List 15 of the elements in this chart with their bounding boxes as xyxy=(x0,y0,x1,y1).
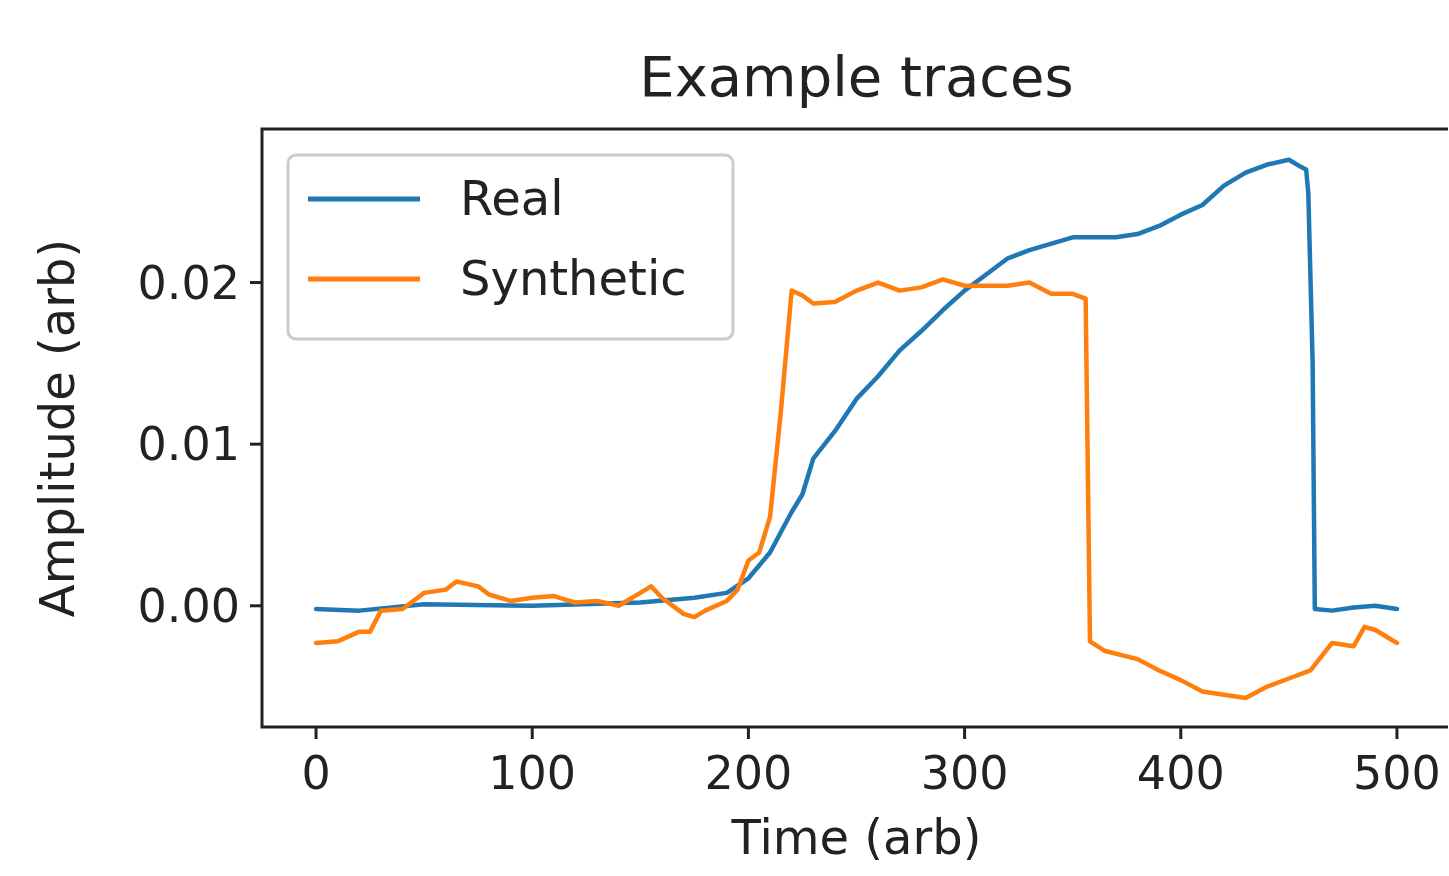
legend-label: Synthetic xyxy=(460,250,687,306)
x-tick-label: 0 xyxy=(301,746,331,800)
legend-label: Real xyxy=(460,170,564,226)
y-tick-label: 0.00 xyxy=(137,578,240,633)
x-tick-label: 200 xyxy=(704,746,793,800)
y-axis-title: Amplitude (arb) xyxy=(29,238,85,618)
y-tick-label: 0.02 xyxy=(137,255,240,310)
x-tick-label: 400 xyxy=(1136,746,1225,800)
x-tick-label: 300 xyxy=(920,746,1009,800)
x-tick-label: 100 xyxy=(488,746,577,800)
x-axis-title: Time (arb) xyxy=(730,809,982,865)
chart-title: Example traces xyxy=(639,44,1074,109)
line-series xyxy=(313,157,1400,613)
x-tick-label: 500 xyxy=(1353,746,1441,800)
y-tick-label: 0.01 xyxy=(137,417,240,472)
